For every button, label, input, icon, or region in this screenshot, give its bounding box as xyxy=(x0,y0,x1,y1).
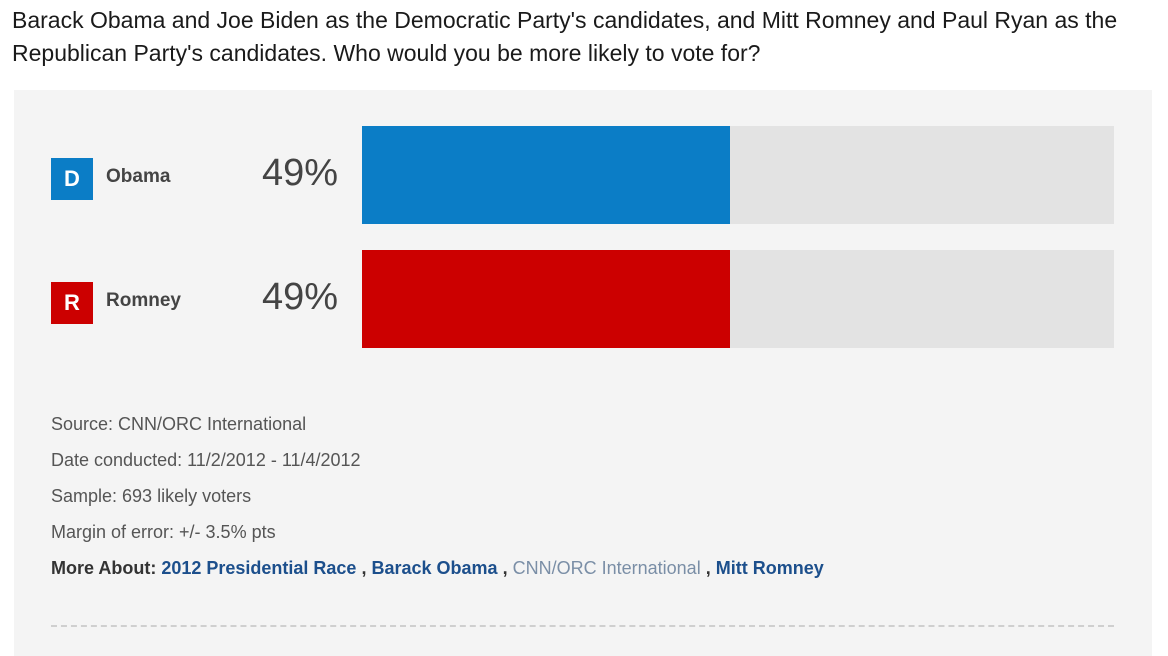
bar-track-obama xyxy=(362,126,1114,224)
link-separator: , xyxy=(361,558,367,578)
percent-label-obama: 49% xyxy=(262,152,339,194)
bar-fill-obama xyxy=(362,126,731,224)
link-separator: , xyxy=(705,558,711,578)
poll-metadata: Source: CNN/ORC International Date condu… xyxy=(51,412,824,592)
link-barack-obama[interactable]: Barack Obama xyxy=(371,558,498,578)
candidate-name-obama: Obama xyxy=(106,166,171,187)
poll-results-box: D Obama 49% R Romney 49% Source: CNN/ORC… xyxy=(14,90,1152,656)
link-separator: , xyxy=(502,558,508,578)
margin-text: Margin of error: +/- 3.5% pts xyxy=(51,522,276,542)
candidate-row-romney: R Romney 49% xyxy=(14,250,1152,348)
link-cnn-orc-international[interactable]: CNN/ORC International xyxy=(512,558,701,578)
bar-track-romney xyxy=(362,250,1114,348)
candidate-name-romney: Romney xyxy=(106,290,181,311)
sample-text: Sample: 693 likely voters xyxy=(51,486,252,506)
source-text: Source: CNN/ORC International xyxy=(51,414,307,434)
candidate-row-obama: D Obama 49% xyxy=(14,126,1152,224)
party-badge-republican: R xyxy=(51,282,93,324)
dashed-divider xyxy=(51,625,1114,627)
more-about-label: More About: xyxy=(51,558,157,578)
party-badge-democrat: D xyxy=(51,158,93,200)
date-text: Date conducted: 11/2/2012 - 11/4/2012 xyxy=(51,450,361,470)
percent-label-romney: 49% xyxy=(262,276,339,318)
poll-question: Barack Obama and Joe Biden as the Democr… xyxy=(12,7,1118,66)
more-about: More About: 2012 Presidential Race , Bar… xyxy=(51,556,824,592)
link-2012-presidential-race[interactable]: 2012 Presidential Race xyxy=(161,558,357,578)
bar-fill-romney xyxy=(362,250,731,348)
link-mitt-romney[interactable]: Mitt Romney xyxy=(715,558,824,578)
